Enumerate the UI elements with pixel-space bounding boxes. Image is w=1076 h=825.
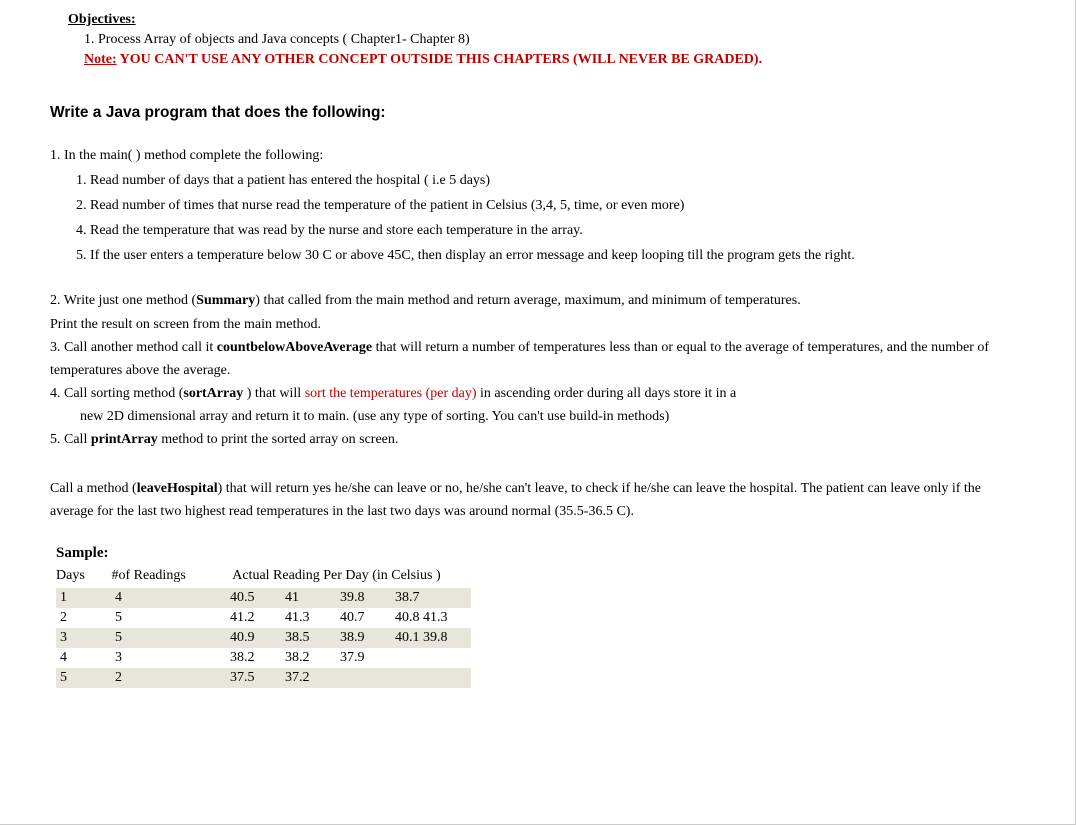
cell-reading: 39.8 bbox=[336, 588, 391, 608]
cell-day: 1 bbox=[56, 588, 111, 608]
cell-reading: 41.2 bbox=[226, 608, 281, 628]
table-header: Days #of Readings Actual Reading Per Day… bbox=[50, 568, 1025, 584]
text: 5. Call bbox=[50, 432, 91, 447]
cell-reading: 38.5 bbox=[281, 628, 336, 648]
text: 4. Call sorting method ( bbox=[50, 386, 183, 401]
document-page: Objectives: 1. Process Array of objects … bbox=[0, 0, 1076, 825]
cell-reading: 37.2 bbox=[281, 668, 336, 688]
objectives-heading: Objectives: bbox=[50, 12, 1025, 28]
leave-hospital-para: Call a method (leaveHospital) that will … bbox=[50, 477, 1025, 523]
cell-reading: 37.5 bbox=[226, 668, 281, 688]
step-2-print: Print the result on screen from the main… bbox=[50, 313, 1025, 336]
table-row: 4 3 38.2 38.2 37.9 bbox=[56, 648, 471, 668]
step-4-cont: new 2D dimensional array and return it t… bbox=[50, 405, 1025, 428]
cell-count: 5 bbox=[111, 608, 226, 628]
step-1-sub: 1. Read number of days that a patient ha… bbox=[50, 169, 1025, 192]
highlight-text: sort the temperatures (per day) bbox=[305, 386, 477, 401]
step-3: 3. Call another method call it countbelo… bbox=[50, 336, 1025, 382]
text: 2. Write just one method ( bbox=[50, 293, 196, 308]
cell-count: 3 bbox=[111, 648, 226, 668]
cell-day: 2 bbox=[56, 608, 111, 628]
sample-table: 1 4 40.5 41 39.8 38.7 2 5 41.2 41.3 40.7… bbox=[56, 588, 471, 688]
note-line: Note: YOU CAN'T USE ANY OTHER CONCEPT OU… bbox=[50, 52, 1025, 68]
text: 3. Call another method call it bbox=[50, 340, 217, 355]
note-text: YOU CAN'T USE ANY OTHER CONCEPT OUTSIDE … bbox=[117, 52, 762, 67]
cell-reading: 40.8 41.3 bbox=[391, 608, 471, 628]
cell-reading bbox=[391, 668, 471, 688]
cell-count: 4 bbox=[111, 588, 226, 608]
method-name-leave: leaveHospital bbox=[137, 481, 218, 496]
cell-day: 5 bbox=[56, 668, 111, 688]
table-row: 2 5 41.2 41.3 40.7 40.8 41.3 bbox=[56, 608, 471, 628]
cell-reading bbox=[336, 668, 391, 688]
text: Call a method ( bbox=[50, 481, 137, 496]
method-name-summary: Summary bbox=[196, 293, 255, 308]
cell-reading: 41.3 bbox=[281, 608, 336, 628]
cell-reading: 40.9 bbox=[226, 628, 281, 648]
table-row: 5 2 37.5 37.2 bbox=[56, 668, 471, 688]
step-2: 2. Write just one method (Summary) that … bbox=[50, 289, 1025, 312]
text: method to print the sorted array on scre… bbox=[158, 432, 399, 447]
col-actual: Actual Reading Per Day (in Celsius ) bbox=[232, 568, 440, 583]
step-5: 5. Call printArray method to print the s… bbox=[50, 428, 1025, 451]
text: ) that called from the main method and r… bbox=[255, 293, 800, 308]
step-1-sub: 4. Read the temperature that was read by… bbox=[50, 219, 1025, 242]
method-name-sort: sortArray bbox=[183, 386, 246, 401]
main-heading: Write a Java program that does the follo… bbox=[50, 104, 1025, 122]
cell-day: 3 bbox=[56, 628, 111, 648]
step-4: 4. Call sorting method (sortArray ) that… bbox=[50, 382, 1025, 405]
cell-reading bbox=[391, 648, 471, 668]
col-days: Days bbox=[56, 568, 108, 584]
cell-reading: 38.2 bbox=[226, 648, 281, 668]
cell-reading: 38.2 bbox=[281, 648, 336, 668]
col-readings: #of Readings bbox=[112, 568, 230, 584]
text: ) that will bbox=[247, 386, 305, 401]
cell-reading: 40.1 39.8 bbox=[391, 628, 471, 648]
cell-reading: 37.9 bbox=[336, 648, 391, 668]
cell-reading: 40.7 bbox=[336, 608, 391, 628]
step-1-sub: 5. If the user enters a temperature belo… bbox=[50, 244, 1025, 267]
table-row: 1 4 40.5 41 39.8 38.7 bbox=[56, 588, 471, 608]
text: in ascending order during all days store… bbox=[477, 386, 737, 401]
table-row: 3 5 40.9 38.5 38.9 40.1 39.8 bbox=[56, 628, 471, 648]
cell-reading: 38.9 bbox=[336, 628, 391, 648]
cell-reading: 41 bbox=[281, 588, 336, 608]
objective-item: 1. Process Array of objects and Java con… bbox=[50, 32, 1025, 48]
sample-heading: Sample: bbox=[50, 545, 1025, 562]
cell-reading: 40.5 bbox=[226, 588, 281, 608]
cell-count: 2 bbox=[111, 668, 226, 688]
cell-day: 4 bbox=[56, 648, 111, 668]
note-label: Note: bbox=[84, 52, 117, 67]
method-name-count: countbelowAboveAverage bbox=[217, 340, 372, 355]
method-name-print: printArray bbox=[91, 432, 158, 447]
step-1: 1. In the main( ) method complete the fo… bbox=[50, 144, 1025, 167]
cell-count: 5 bbox=[111, 628, 226, 648]
step-1-sub: 2. Read number of times that nurse read … bbox=[50, 194, 1025, 217]
cell-reading: 38.7 bbox=[391, 588, 471, 608]
